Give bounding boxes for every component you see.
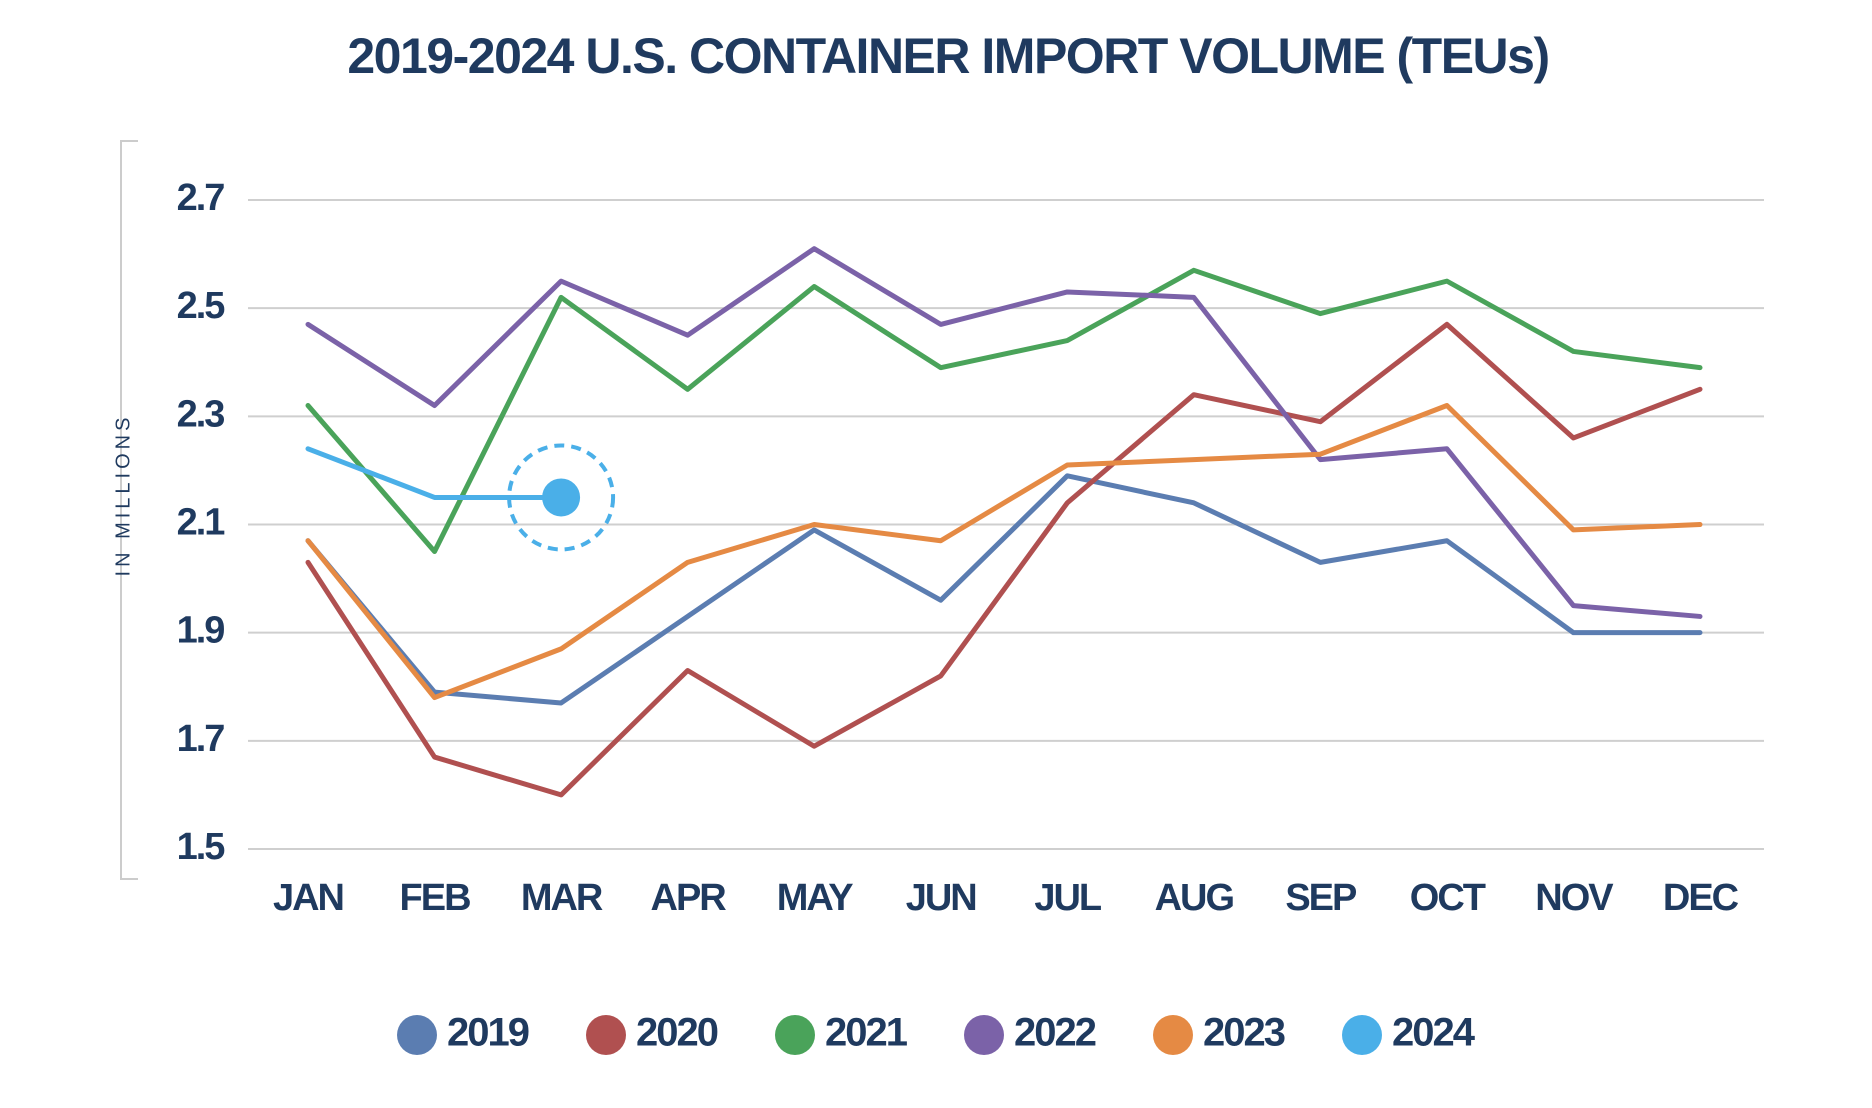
x-tick-label: FEB — [400, 877, 471, 919]
y-tick-label: 2.7 — [177, 177, 225, 219]
axis-bracket — [120, 140, 138, 880]
x-tick-label: NOV — [1535, 877, 1614, 919]
y-axis-title: IN MILLIONS — [112, 414, 134, 577]
latest-ring — [507, 443, 616, 552]
x-tick-label: MAY — [777, 877, 854, 919]
legend-label: 2024 — [1392, 1011, 1476, 1055]
y-tick-label: 1.9 — [177, 610, 225, 652]
y-tick-label: 1.7 — [177, 718, 225, 760]
legend-label: 2021 — [825, 1011, 908, 1055]
legend-label: 2019 — [447, 1011, 529, 1055]
x-tick-label: JUN — [906, 877, 976, 919]
x-tick-label: SEP — [1285, 877, 1357, 919]
series-line — [305, 321, 1703, 798]
legend-swatch — [964, 1015, 1004, 1055]
x-tick-label: JAN — [273, 877, 343, 919]
y-tick-label: 2.3 — [177, 393, 225, 435]
legend-label: 2020 — [636, 1011, 718, 1055]
series-line — [305, 473, 1703, 706]
legend-label: 2023 — [1203, 1011, 1285, 1055]
y-tick-label: 2.1 — [177, 502, 226, 544]
y-tick-label: 2.5 — [177, 285, 226, 327]
x-tick-label: OCT — [1410, 877, 1486, 919]
x-tick-label: APR — [651, 877, 727, 919]
legend-label: 2022 — [1014, 1011, 1096, 1055]
legend-swatch — [775, 1015, 815, 1055]
latest-point — [542, 478, 581, 517]
legend-swatch — [1342, 1015, 1382, 1055]
x-tick-label: DEC — [1663, 877, 1739, 919]
series-line — [305, 446, 564, 500]
x-tick-label: JUL — [1034, 877, 1102, 919]
series-line — [305, 403, 1703, 701]
x-tick-label: MAR — [521, 877, 603, 919]
series-line — [305, 267, 1703, 555]
series-line — [305, 246, 1703, 619]
legend-swatch — [1153, 1015, 1193, 1055]
y-tick-label: 1.5 — [177, 826, 226, 868]
legend-swatch — [586, 1015, 626, 1055]
chart-title: 2019-2024 U.S. CONTAINER IMPORT VOLUME (… — [347, 28, 1548, 84]
legend-swatch — [397, 1015, 437, 1055]
x-tick-label: AUG — [1155, 877, 1234, 919]
